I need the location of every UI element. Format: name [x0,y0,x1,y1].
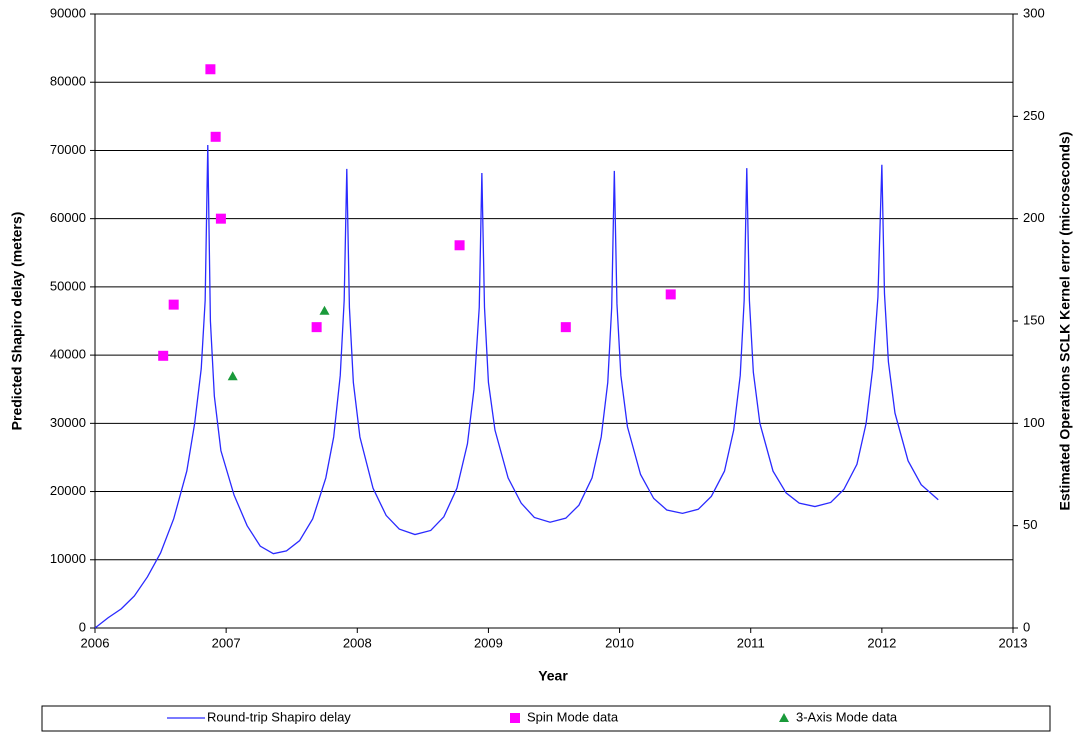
y-axis-title: Predicted Shapiro delay (meters) [9,212,25,431]
data-point [311,322,322,333]
data-point [665,289,676,300]
y-tick-label: 20000 [50,483,86,498]
data-point [210,131,221,142]
y2-tick-label: 150 [1023,312,1045,327]
y-tick-label: 30000 [50,415,86,430]
data-point [158,350,169,361]
x-tick-label: 2008 [343,635,372,650]
x-tick-label: 2010 [605,635,634,650]
x-tick-label: 2009 [474,635,503,650]
y-tick-label: 50000 [50,278,86,293]
legend-label: 3-Axis Mode data [796,709,898,724]
y2-tick-label: 100 [1023,415,1045,430]
y2-tick-label: 250 [1023,108,1045,123]
y2-tick-label: 50 [1023,517,1037,532]
data-point [215,213,226,224]
y-tick-label: 90000 [50,5,86,20]
data-point [454,240,465,251]
plot-frame [94,13,1014,629]
y2-tick-label: 300 [1023,5,1045,20]
data-point [227,371,238,381]
y-tick-label: 10000 [50,551,86,566]
y2-tick-label: 200 [1023,210,1045,225]
data-point [168,299,179,310]
data-point [205,64,216,75]
y-tick-label: 80000 [50,74,86,89]
x-tick-label: 2006 [81,635,110,650]
y-tick-label: 0 [79,619,86,634]
x-tick-label: 2012 [867,635,896,650]
legend-label: Round-trip Shapiro delay [207,709,351,724]
y-tick-label: 70000 [50,142,86,157]
x-axis-title: Year [538,668,568,684]
legend-marker [779,713,789,722]
legend-label: Spin Mode data [527,709,619,724]
y-tick-label: 60000 [50,210,86,225]
legend-box [41,705,1051,732]
x-tick-label: 2011 [737,635,765,650]
data-point [319,305,330,315]
data-point [560,322,571,333]
y-tick-label: 40000 [50,347,86,362]
x-tick-label: 2013 [999,635,1028,650]
data-line [94,144,939,629]
y2-tick-label: 0 [1023,619,1030,634]
legend-marker [510,713,520,723]
x-tick-label: 2007 [212,635,241,650]
y2-axis-title: Estimated Operations SCLK Kernel error (… [1057,132,1073,511]
